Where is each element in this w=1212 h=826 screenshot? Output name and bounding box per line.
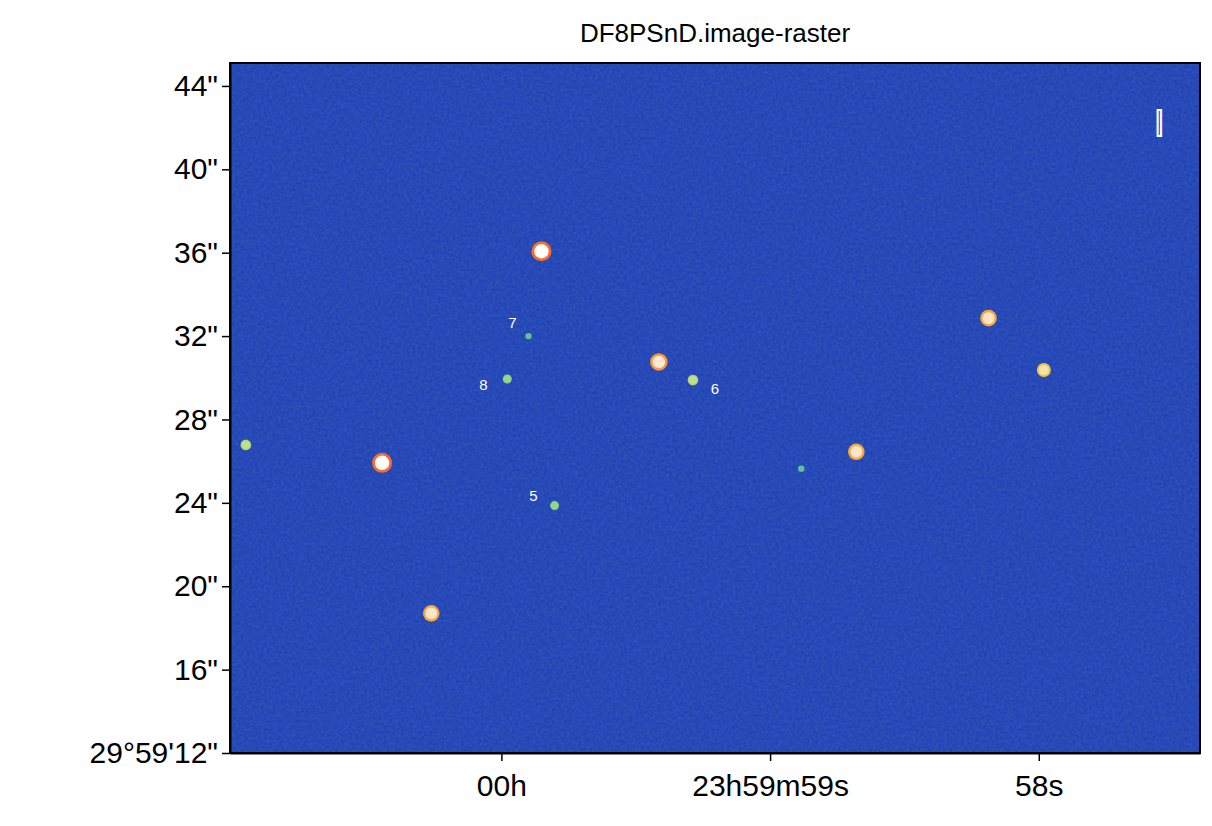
y-tick-mark: [222, 336, 230, 338]
source-halo: [503, 375, 512, 384]
source-halo: [372, 453, 392, 473]
y-tick-mark: [222, 586, 230, 588]
source-halo: [1037, 363, 1051, 377]
source-core: [504, 376, 510, 382]
source-core: [1039, 365, 1049, 375]
x-tick: 58s: [1015, 753, 1063, 802]
source-label: 5: [529, 487, 537, 504]
image-noise: [230, 63, 1200, 753]
source-core: [653, 356, 666, 369]
source-core: [526, 334, 531, 339]
source-core: [983, 312, 995, 324]
source-halo: [550, 501, 559, 510]
y-tick-mark: [222, 86, 230, 88]
source-core: [689, 376, 697, 384]
y-tick-mark: [222, 419, 230, 421]
y-tick: 28": [174, 403, 230, 436]
source-halo: [241, 440, 252, 451]
source-halo: [688, 375, 699, 386]
source-core: [375, 456, 389, 470]
x-axis-line: [231, 753, 1201, 755]
source-halo: [531, 241, 551, 261]
y-tick-label: 28": [174, 403, 218, 436]
x-tick-label: 23h59m59s: [692, 769, 849, 802]
y-tick-label: 36": [174, 236, 218, 269]
y-tick-label: 32": [174, 319, 218, 352]
source-halo: [525, 333, 531, 339]
y-tick: 24": [174, 486, 230, 519]
source-label: 8: [479, 376, 487, 393]
source-core: [799, 466, 804, 471]
sources: [241, 241, 1051, 621]
source-core: [850, 446, 862, 458]
source-core: [534, 244, 548, 258]
source-core: [242, 441, 250, 449]
x-tick-mark: [770, 753, 772, 761]
y-tick: 20": [174, 569, 230, 602]
y-tick: 16": [174, 653, 230, 686]
y-tick: 36": [174, 236, 230, 269]
stokes-label: I: [1154, 103, 1164, 144]
y-tick: 44": [174, 69, 230, 102]
plot: 5 6 7 8 I 00h 23h59m59s 58s 29°59'12" 16" 20" 24" 28…: [90, 63, 1201, 802]
y-tick-label: 44": [174, 69, 218, 102]
chart: 5 6 7 8 I 00h 23h59m59s 58s 29°59'12" 16" 20" 24" 28…: [0, 0, 1212, 826]
image-background: [230, 63, 1200, 753]
y-tick: 32": [174, 319, 230, 352]
y-tick-label: 20": [174, 569, 218, 602]
source-halo: [980, 310, 997, 327]
y-axis-line: [230, 64, 232, 754]
source-label: 6: [711, 380, 719, 397]
annotations: 5 6 7 8 I: [479, 103, 1164, 503]
x-tick: 00h: [477, 753, 527, 802]
source-label: 7: [508, 314, 516, 331]
title: DF8PSnD.image-raster: [580, 18, 851, 48]
source-halo: [798, 465, 804, 471]
source-halo: [650, 353, 667, 370]
x-tick: 23h59m59s: [692, 753, 849, 802]
x-axis: 00h 23h59m59s 58s: [231, 753, 1201, 802]
frame: [230, 63, 1200, 753]
y-tick-mark: [222, 753, 230, 755]
source-halo: [423, 605, 440, 622]
y-axis: 29°59'12" 16" 20" 24" 28" 32" 36" 40" 44": [90, 64, 231, 770]
y-tick-label: 16": [174, 653, 218, 686]
y-tick-label: 24": [174, 486, 218, 519]
y-tick-mark: [222, 669, 230, 671]
source-halo: [848, 443, 865, 460]
y-tick-label: 40": [174, 152, 218, 185]
y-tick: 40": [174, 152, 230, 185]
y-tick: 29°59'12": [90, 736, 230, 769]
x-tick-mark: [1039, 753, 1041, 761]
y-tick-mark: [222, 252, 230, 254]
y-tick-mark: [222, 503, 230, 505]
source-core: [551, 502, 557, 508]
y-tick-label: 29°59'12": [90, 736, 218, 769]
x-tick-mark: [501, 753, 503, 761]
y-tick-mark: [222, 169, 230, 171]
x-tick-label: 00h: [477, 769, 527, 802]
x-tick-label: 58s: [1015, 769, 1063, 802]
source-core: [425, 607, 437, 619]
